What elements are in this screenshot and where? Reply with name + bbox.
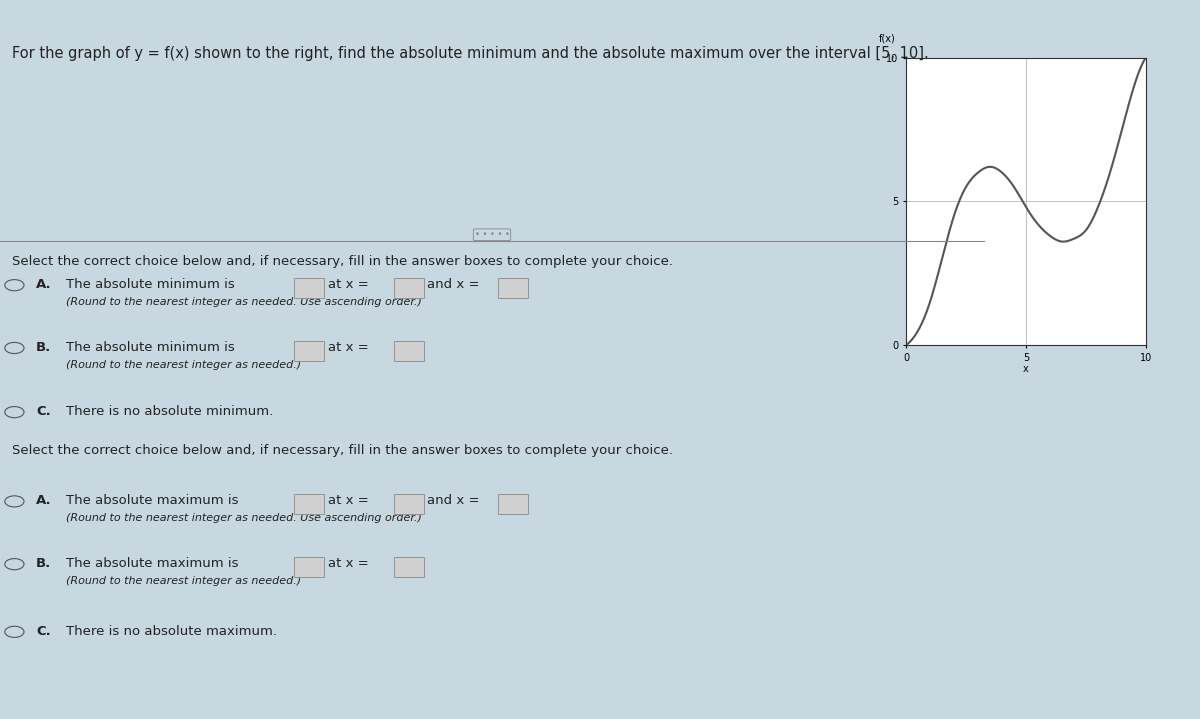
Text: There is no absolute maximum.: There is no absolute maximum. [66,625,277,638]
Bar [498,495,528,514]
Text: (Round to the nearest integer as needed.): (Round to the nearest integer as needed.… [66,360,301,370]
Text: The absolute minimum is: The absolute minimum is [66,278,235,291]
Text: A.: A. [36,278,52,291]
Text: The absolute maximum is: The absolute maximum is [66,557,239,570]
Bar [294,557,324,577]
Text: (Round to the nearest integer as needed.): (Round to the nearest integer as needed.… [66,576,301,586]
Bar [394,341,424,360]
Text: (Round to the nearest integer as needed. Use ascending order.): (Round to the nearest integer as needed.… [66,513,422,523]
Text: at x =: at x = [328,495,368,508]
Bar [294,495,324,514]
Text: f(x): f(x) [878,33,895,43]
Text: Select the correct choice below and, if necessary, fill in the answer boxes to c: Select the correct choice below and, if … [12,255,673,268]
Text: The absolute maximum is: The absolute maximum is [66,495,239,508]
Text: B.: B. [36,341,52,354]
X-axis label: x: x [1024,364,1028,374]
Text: A.: A. [36,495,52,508]
Bar [394,278,424,298]
Bar [294,278,324,298]
Text: and x =: and x = [427,495,480,508]
Text: • • • • •: • • • • • [474,230,510,239]
Text: and x =: and x = [427,278,480,291]
Text: The absolute minimum is: The absolute minimum is [66,341,235,354]
Text: C.: C. [36,625,50,638]
Text: Select the correct choice below and, if necessary, fill in the answer boxes to c: Select the correct choice below and, if … [12,444,673,457]
Text: B.: B. [36,557,52,570]
Text: at x =: at x = [328,278,368,291]
Bar [394,495,424,514]
Bar [498,278,528,298]
Text: C.: C. [36,406,50,418]
Bar [294,341,324,360]
Text: at x =: at x = [328,341,368,354]
Text: (Round to the nearest integer as needed. Use ascending order.): (Round to the nearest integer as needed.… [66,297,422,307]
Text: There is no absolute minimum.: There is no absolute minimum. [66,406,274,418]
Text: For the graph of y = f(x) shown to the right, find the absolute minimum and the : For the graph of y = f(x) shown to the r… [12,46,929,61]
Bar [394,557,424,577]
Text: at x =: at x = [328,557,368,570]
